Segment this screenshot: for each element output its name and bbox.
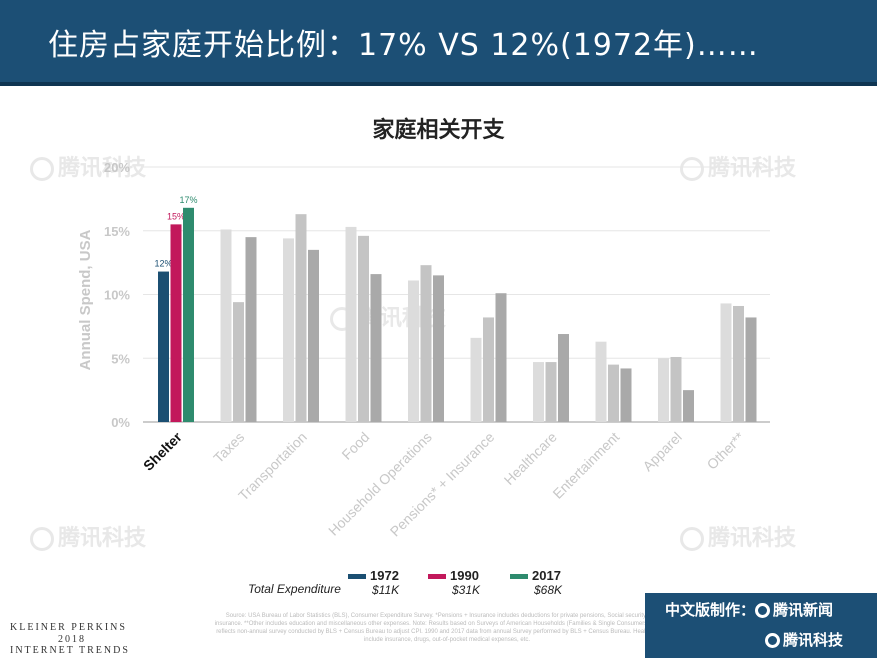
credits-line-1: 中文版制作： 腾讯新闻 (665, 599, 833, 620)
credits-news-brand: 腾讯新闻 (773, 601, 834, 619)
legend-year-1990: 1990 (450, 568, 479, 583)
legend-year-1972: 1972 (370, 568, 399, 583)
y-tick-label: 10% (104, 288, 130, 303)
watermark-logo-icon (680, 527, 704, 551)
bar-1990 (358, 235, 369, 422)
watermark-logo-icon (30, 157, 54, 181)
bar-1990 (233, 302, 244, 422)
y-tick-label: 20% (104, 160, 130, 175)
bar-1972 (220, 229, 232, 422)
tencent-tech-logo-icon (765, 633, 780, 648)
y-axis-label: Annual Spend, USA (77, 229, 94, 370)
bar-1972 (158, 271, 169, 422)
slide-title: 住房占家庭开始比例：17% VS 12%(1972年)…… (48, 28, 759, 63)
bar-2017 (245, 237, 257, 422)
watermark-text: 腾讯科技 (58, 526, 147, 551)
bar-2017 (433, 275, 444, 422)
bar-2017 (620, 368, 632, 422)
watermark: 腾讯科技 (30, 520, 146, 552)
credits-badge: 中文版制作： 腾讯新闻 腾讯科技 (645, 593, 877, 658)
x-category-label: Shelter (140, 428, 185, 473)
bar-1972 (720, 303, 732, 422)
bar-1972 (533, 362, 544, 422)
bar-1990 (295, 214, 307, 422)
bar-1990 (483, 317, 494, 422)
watermark-logo-icon (680, 157, 704, 181)
header-accent-line (0, 82, 877, 86)
legend-expenditure-1990: $31K (452, 583, 481, 597)
watermark-text: 腾讯科技 (708, 156, 797, 181)
chart-title: 家庭相关开支 (372, 118, 505, 143)
x-category-label: Household Operations (325, 429, 435, 539)
legend-swatch-1990 (428, 574, 446, 579)
bar-2017 (683, 390, 694, 422)
bar-1990 (420, 265, 432, 422)
credits-prefix: 中文版制作： (665, 601, 756, 619)
bar-1972 (595, 341, 607, 422)
legend-swatch-2017 (510, 574, 528, 579)
bar-1990 (170, 224, 182, 422)
watermark-text: 腾讯科技 (708, 526, 797, 551)
y-tick-label: 0% (111, 415, 130, 430)
x-category-label: Apparel (639, 429, 684, 474)
data-label: 17% (179, 195, 197, 205)
x-category-label: Food (338, 429, 372, 463)
watermark-logo-icon (30, 527, 54, 551)
bar-1990 (733, 305, 744, 422)
watermark: 腾讯科技 (680, 150, 796, 182)
bar-1990 (608, 364, 619, 422)
total-expenditure-label: Total Expenditure (248, 582, 341, 596)
bar-2017 (308, 249, 319, 422)
bar-2017 (495, 293, 507, 422)
x-category-label: Pensions* + Insurance (387, 429, 498, 540)
bar-2017 (558, 334, 569, 422)
tencent-news-logo-icon (755, 603, 771, 618)
x-category-label: Taxes (210, 429, 247, 466)
bar-1972 (345, 226, 357, 422)
watermark-text: 腾讯科技 (58, 156, 147, 181)
bar-1972 (470, 337, 482, 422)
bar-2017 (183, 207, 194, 422)
bar-1990 (545, 362, 557, 422)
source-note: Source: USA Bureau of Labor Statistics (… (214, 613, 680, 643)
watermark: 腾讯科技 (680, 520, 796, 552)
x-category-label: Other** (704, 428, 748, 472)
legend-swatch-1972 (348, 574, 366, 579)
bar-1990 (670, 356, 682, 422)
x-category-label: Healthcare (501, 429, 560, 488)
credits-line-2: 腾讯科技 (765, 629, 843, 650)
watermark: 腾讯科技 (30, 150, 146, 182)
bar-2017 (745, 317, 757, 422)
legend-year-2017: 2017 (532, 568, 561, 583)
header-bar (0, 0, 877, 86)
data-label: 12% (154, 259, 172, 269)
x-category-label: Entertainment (549, 429, 622, 502)
legend-expenditure-2017: $68K (534, 583, 563, 597)
credits-tech-brand: 腾讯科技 (783, 631, 844, 649)
brand-name: KLEINER PERKINS (10, 622, 127, 633)
brand-report: INTERNET TRENDS (10, 645, 130, 656)
y-tick-label: 5% (111, 351, 130, 366)
brand-year: 2018 (58, 634, 86, 645)
bar-1972 (658, 358, 669, 422)
y-tick-label: 15% (104, 224, 130, 239)
bar-2017 (370, 274, 382, 422)
bar-1972 (408, 280, 419, 422)
legend-expenditure-1972: $11K (372, 583, 400, 597)
data-label: 15% (167, 211, 185, 221)
bar-1972 (283, 238, 294, 422)
